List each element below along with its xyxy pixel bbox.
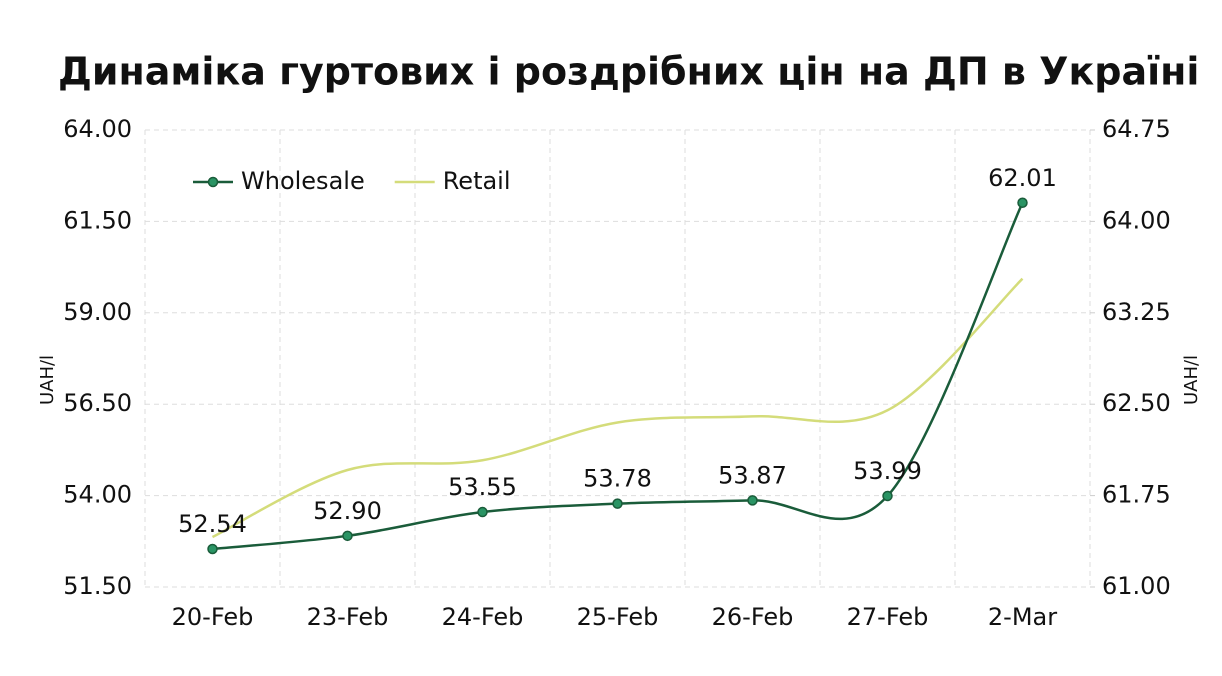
y-tick-label: 59.00 — [63, 298, 132, 326]
data-point — [477, 506, 488, 518]
data-point — [747, 495, 758, 506]
y2-tick-label: 62.50 — [1102, 389, 1171, 417]
x-tick-label: 23-Feb — [307, 603, 389, 631]
data-label: 53.87 — [718, 461, 787, 489]
x-tick-label: 24-Feb — [442, 603, 524, 631]
y2-axis-title: UAH/l — [1181, 355, 1202, 405]
legend-marker — [207, 176, 219, 188]
y2-tick-label: 64.75 — [1102, 115, 1171, 143]
data-label: 52.54 — [178, 510, 247, 538]
legend-label: Retail — [443, 167, 511, 195]
series-line — [211, 277, 1024, 539]
y2-tick-label: 63.25 — [1102, 298, 1171, 326]
data-label: 53.78 — [583, 465, 652, 493]
y-tick-label: 61.50 — [63, 206, 132, 234]
y-axis-title: UAH/l — [37, 355, 58, 405]
x-tick-label: 27-Feb — [847, 603, 929, 631]
data-point — [1017, 197, 1028, 209]
data-label: 53.55 — [448, 473, 517, 501]
data-point — [882, 490, 893, 502]
series-line — [212, 202, 1024, 551]
y-tick-label: 51.50 — [63, 572, 132, 600]
y-tick-label: 64.00 — [63, 115, 132, 143]
chart-title: Динаміка гуртових і роздрібних цін на ДП… — [58, 50, 1199, 94]
x-tick-label: 25-Feb — [577, 603, 659, 631]
x-tick-label: 26-Feb — [712, 603, 794, 631]
y2-tick-label: 61.75 — [1102, 481, 1171, 509]
data-point — [342, 530, 353, 542]
data-label: 62.01 — [988, 164, 1057, 192]
x-tick-label: 2-Mar — [988, 603, 1057, 631]
data-point — [207, 543, 218, 555]
y-tick-label: 56.50 — [63, 389, 132, 417]
y2-tick-label: 61.00 — [1102, 572, 1171, 600]
y2-tick-label: 64.00 — [1102, 206, 1171, 234]
legend-label: Wholesale — [241, 167, 365, 195]
data-point — [612, 498, 623, 509]
x-tick-label: 20-Feb — [172, 603, 254, 631]
data-label: 53.99 — [853, 457, 922, 485]
data-label: 52.90 — [313, 497, 382, 525]
y-tick-label: 54.00 — [63, 481, 132, 509]
